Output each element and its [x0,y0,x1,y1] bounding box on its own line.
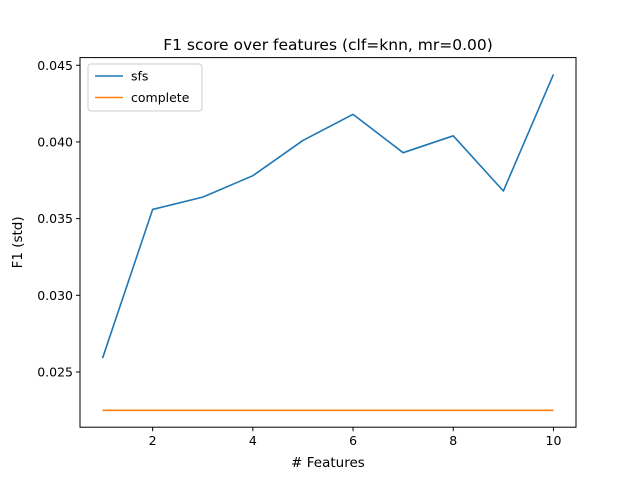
series-layer [101,74,555,412]
y-tick-label: 0.040 [37,134,73,149]
y-tick-label: 0.025 [37,364,73,379]
series-line-sfs [101,74,555,359]
legend: sfs complete [87,63,203,112]
y-tick-label: 0.045 [37,58,73,73]
chart-title: F1 score over features (clf=knn, mr=0.00… [163,36,493,54]
legend-label-sfs: sfs [131,69,148,84]
legend-label-complete: complete [131,90,190,105]
y-tick-label: 0.035 [37,211,73,226]
x-tick-label: 8 [449,433,457,448]
x-axis-label: # Features [291,455,365,471]
plot-area-frame [79,57,577,428]
x-axis: 2 4 6 8 10 [149,427,562,448]
y-axis: 0.025 0.030 0.035 0.040 0.045 [37,58,80,379]
x-tick-label: 2 [149,433,157,448]
y-axis-label: F1 (std) [10,216,26,268]
x-tick-label: 10 [546,433,562,448]
x-tick-label: 6 [349,433,357,448]
x-tick-label: 4 [249,433,257,448]
y-tick-label: 0.030 [37,288,73,303]
